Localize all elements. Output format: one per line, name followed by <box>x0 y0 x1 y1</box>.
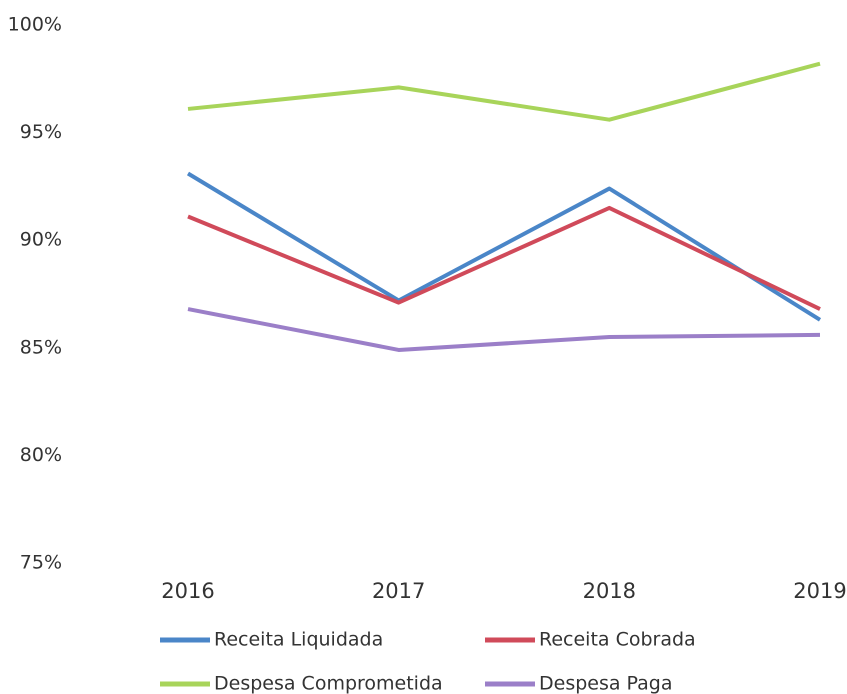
x-tick-label: 2017 <box>372 579 425 603</box>
y-tick-label: 90% <box>20 229 62 251</box>
x-tick-label: 2018 <box>583 579 636 603</box>
legend-label: Receita Liquidada <box>214 629 383 651</box>
x-tick-label: 2019 <box>793 579 846 603</box>
series-line <box>187 61 821 122</box>
y-tick-label: 85% <box>20 336 62 358</box>
series-line <box>187 205 821 311</box>
series-line <box>187 307 821 352</box>
y-tick-label: 75% <box>20 552 62 574</box>
legend-label: Despesa Paga <box>539 673 673 694</box>
x-tick-label: 2016 <box>161 579 214 603</box>
y-tick-label: 95% <box>20 121 62 143</box>
y-tick-label: 100% <box>8 14 62 36</box>
legend-label: Receita Cobrada <box>539 629 696 651</box>
series-line <box>186 171 822 322</box>
y-tick-label: 80% <box>20 444 62 466</box>
legend-label: Despesa Comprometida <box>214 673 443 694</box>
